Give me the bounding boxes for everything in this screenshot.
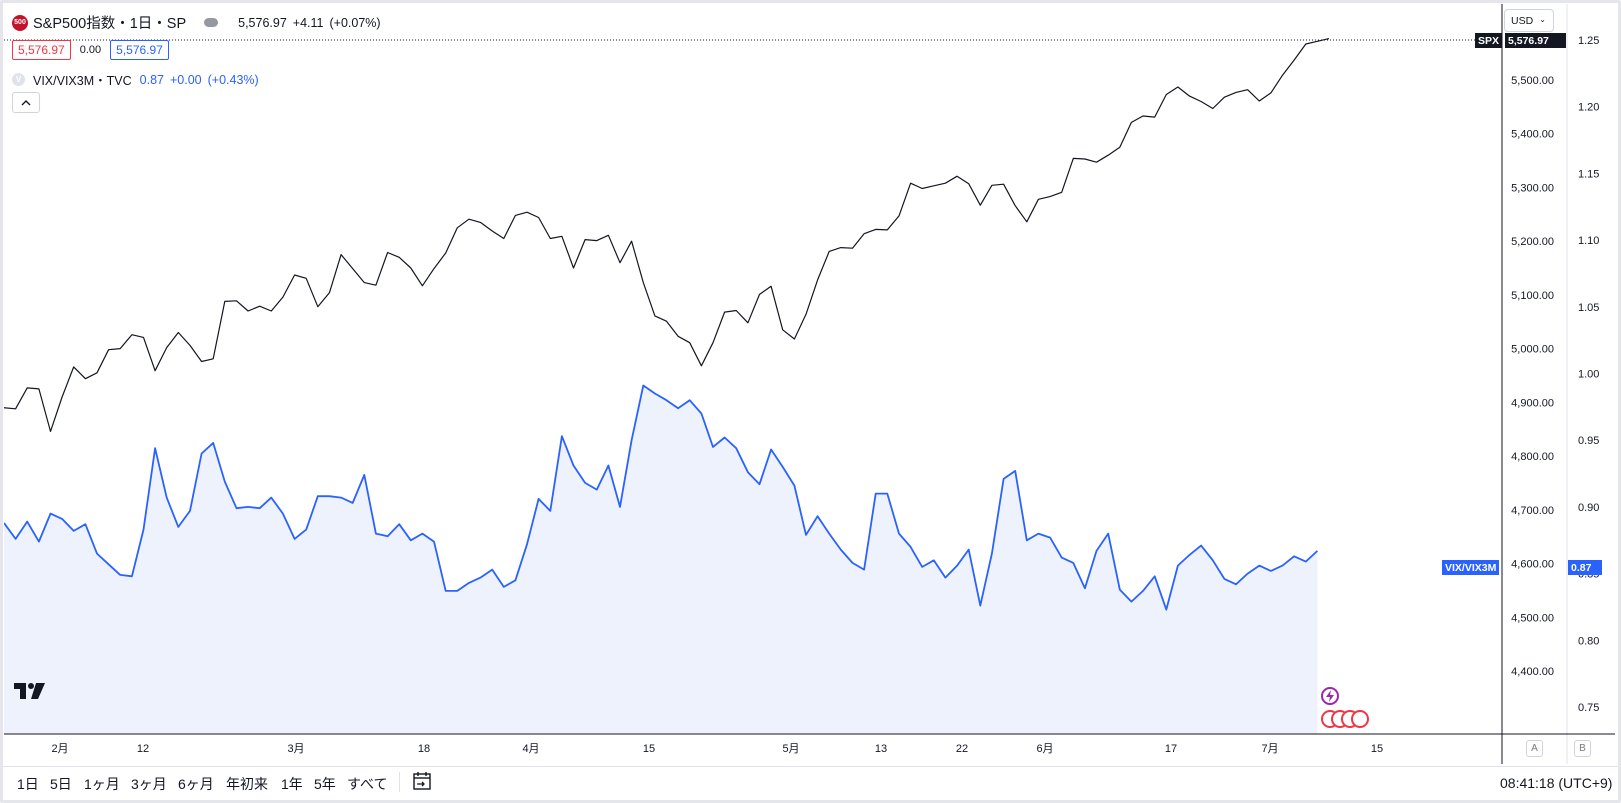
time-axis-tick-label: 6月 [1036, 743, 1053, 755]
last-price: 5,576.97 [238, 15, 287, 30]
calendar-goto-icon[interactable] [412, 771, 432, 791]
right-axis-tick-label: 1.15 [1578, 168, 1599, 180]
left-axis-tick-label: 4,500.00 [1511, 612, 1554, 624]
chevron-up-icon [21, 100, 31, 106]
overlay-series-legend[interactable]: V VIX/VIX3M・TVC 0.87 +0.00 (+0.43%) [12, 70, 259, 89]
vix-tag: VIX/VIX3M [1442, 560, 1500, 575]
time-axis[interactable]: 2月 12 3月 18 4月 15 5月 13 22 6月 17 7月 15 [51, 743, 1383, 755]
range-6m[interactable]: 6ヶ月 [178, 776, 214, 792]
spx-tag: SPX [1475, 33, 1503, 48]
time-axis-tick-label: 15 [1371, 743, 1383, 755]
bottom-toolbar [3, 766, 1618, 800]
spx-series-line[interactable] [4, 38, 1330, 432]
time-axis-tick-label: 5月 [782, 743, 799, 755]
vix-series-line[interactable] [4, 384, 1319, 611]
time-axis-tick-label: 18 [418, 743, 430, 755]
time-axis-tick-label: 22 [956, 743, 968, 755]
overlay-symbol[interactable]: VIX/VIX3M・TVC [33, 74, 132, 88]
left-axis-tick-label: 4,800.00 [1511, 451, 1554, 463]
spread-value: 0.00 [79, 44, 102, 56]
left-axis-tick-label: 5,000.00 [1511, 344, 1554, 356]
right-axis-tick-label: 1.25 [1578, 35, 1599, 47]
currency-select[interactable]: USD ⌄ [1504, 9, 1554, 32]
range-5y[interactable]: 5年 [314, 776, 336, 792]
left-axis-tick-label: 4,400.00 [1511, 666, 1554, 678]
left-axis-tick-label: 5,200.00 [1511, 236, 1554, 248]
left-axis-tick-label: 4,600.00 [1511, 559, 1554, 571]
right-axis-tick-label: 0.80 [1578, 635, 1599, 647]
right-axis-tick-label: 1.00 [1578, 369, 1599, 381]
range-ytd[interactable]: 年初来 [226, 776, 268, 792]
left-axis-tick-label: 5,500.00 [1511, 75, 1554, 87]
us-flag-event-icon-4[interactable] [1351, 710, 1369, 728]
time-axis-tick-label: 4月 [522, 743, 539, 755]
time-axis-tick-label: 12 [137, 743, 149, 755]
range-1m[interactable]: 1ヶ月 [84, 776, 120, 792]
left-price-axis[interactable]: 5,500.00 5,400.00 5,300.00 5,200.00 5,100.00… [1511, 75, 1554, 678]
overlay-change-pct: (+0.43%) [207, 72, 259, 87]
right-axis-tick-label: 1.05 [1578, 302, 1599, 314]
left-axis-tick-label: 4,700.00 [1511, 505, 1554, 517]
right-axis-tick-label: 1.10 [1578, 235, 1599, 247]
chevron-down-icon: ⌄ [1539, 15, 1546, 24]
time-axis-tick-label: 13 [875, 743, 887, 755]
scale-b-button[interactable]: B [1574, 740, 1591, 757]
range-all[interactable]: すべて [347, 776, 388, 792]
range-1y[interactable]: 1年 [281, 776, 303, 792]
price-change-pct: (+0.07%) [329, 15, 381, 30]
price-change: +4.11 [292, 15, 324, 30]
right-axis-tick-label: 0.75 [1578, 702, 1599, 714]
bid-ask-row: 5,576.97 0.00 5,576.97 [12, 40, 169, 60]
range-5d[interactable]: 5日 [50, 776, 72, 792]
hide-series-icon[interactable] [204, 18, 219, 27]
time-axis-tick-label: 17 [1165, 743, 1177, 755]
bid-price[interactable]: 5,576.97 [12, 40, 71, 60]
time-axis-tick-label: 7月 [1261, 743, 1278, 755]
timezone-clock[interactable]: 08:41:18 (UTC+9) [1500, 775, 1613, 791]
collapse-legend-button[interactable] [12, 92, 40, 113]
time-axis-tick-label: 2月 [51, 743, 68, 755]
time-axis-tick-label: 15 [643, 743, 655, 755]
right-axis-tick-label: 1.20 [1578, 102, 1599, 114]
right-axis-tick-label: 0.95 [1578, 435, 1599, 447]
right-price-axis[interactable]: 1.251.201.151.101.051.000.950.900.850.80… [1578, 35, 1599, 714]
spx-symbol-logo: 500 [12, 14, 28, 31]
overlay-change: +0.00 [169, 72, 202, 87]
left-axis-tick-label: 4,900.00 [1511, 397, 1554, 409]
vix-area-fill [4, 385, 1318, 734]
dividend-event-icon[interactable] [1321, 687, 1339, 705]
symbol-title[interactable]: S&P500指数・1日・SP [33, 16, 187, 32]
main-series-legend[interactable]: 500 S&P500指数・1日・SP 5,576.97 +4.11 (+0.07… [12, 12, 387, 33]
range-3m[interactable]: 3ヶ月 [131, 776, 167, 792]
spx-last-label: 5,576.97 [1505, 33, 1566, 48]
lightning-icon [1326, 690, 1334, 702]
vix-last-label: 0.87 [1568, 560, 1602, 575]
range-1d[interactable]: 1日 [17, 776, 39, 792]
auto-scale-button[interactable]: A [1526, 740, 1543, 757]
left-axis-tick-label: 5,400.00 [1511, 129, 1554, 141]
left-axis-tick-label: 5,100.00 [1511, 290, 1554, 302]
currency-label: USD [1511, 14, 1534, 27]
toolbar-separator [399, 772, 400, 792]
right-axis-tick-label: 0.90 [1578, 502, 1599, 514]
ask-price[interactable]: 5,576.97 [110, 40, 169, 60]
time-axis-tick-label: 3月 [287, 743, 304, 755]
tradingview-logo-icon[interactable] [14, 682, 46, 700]
left-axis-tick-label: 5,300.00 [1511, 183, 1554, 195]
vix-symbol-logo: V [12, 73, 25, 86]
overlay-value: 0.87 [139, 72, 164, 87]
